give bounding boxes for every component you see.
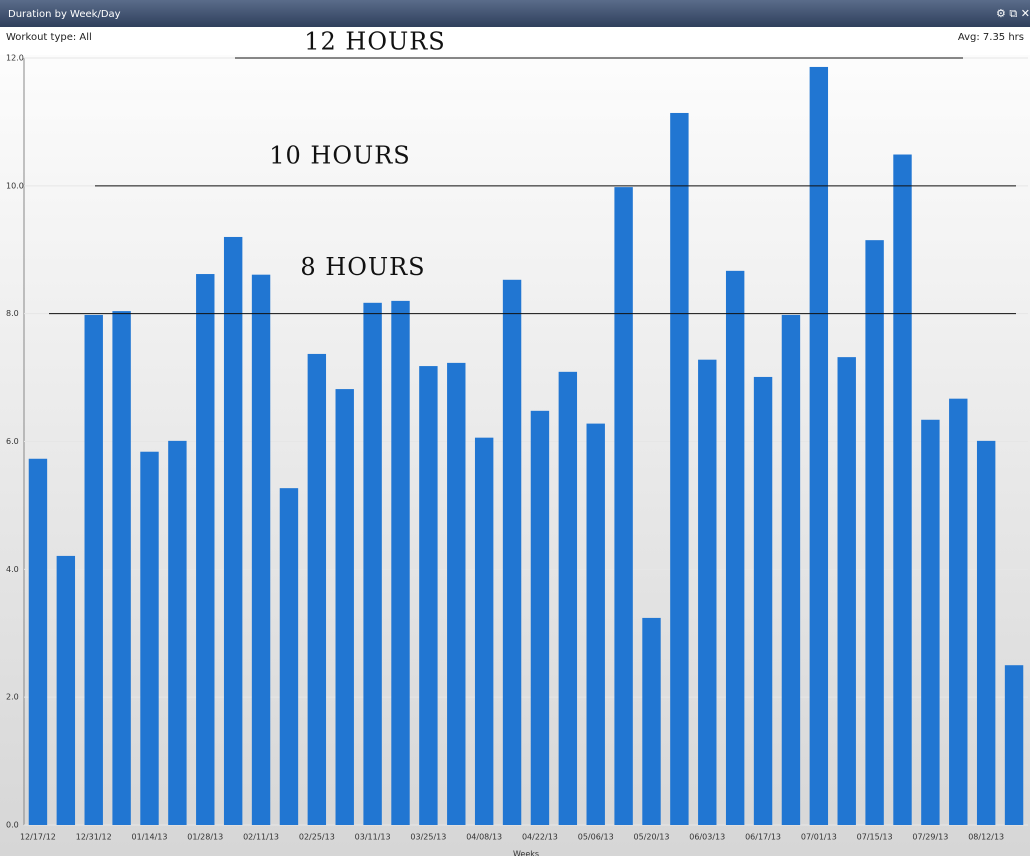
widget-title: Duration by Week/Day [8, 9, 121, 20]
reference-label: 8 HOURS [300, 253, 425, 281]
bar [502, 279, 522, 825]
y-tick-label: 6.0 [6, 437, 19, 446]
y-tick-label: 4.0 [6, 565, 19, 574]
bar [921, 419, 940, 825]
bar [837, 357, 856, 825]
filter-bar [0, 27, 1030, 55]
x-tick-label: 06/03/13 [689, 833, 725, 842]
reference-label: 12 HOURS [304, 28, 446, 56]
bar [865, 240, 884, 826]
bar [251, 274, 271, 825]
x-tick-label: 03/25/13 [410, 833, 446, 842]
average-label: Avg: 7.35 hrs [958, 32, 1024, 43]
bar [474, 437, 494, 825]
bar [307, 353, 327, 825]
x-tick-label: 07/15/13 [857, 833, 893, 842]
bar [614, 187, 633, 825]
y-tick-label: 0.0 [6, 821, 19, 830]
bar [56, 555, 76, 825]
bar [698, 359, 717, 825]
x-tick-label: 06/17/13 [745, 833, 781, 842]
bar [112, 311, 131, 825]
x-tick-label: 04/08/13 [466, 833, 502, 842]
bar [140, 451, 159, 825]
bar [976, 440, 996, 825]
bar [28, 458, 48, 825]
bar [809, 66, 829, 825]
bar [530, 410, 550, 825]
bar [419, 366, 438, 825]
bar [84, 314, 103, 825]
bar [670, 112, 689, 826]
bar [391, 300, 410, 826]
bar [558, 371, 578, 825]
bar [753, 376, 773, 825]
filter-label: Workout type: All [6, 32, 92, 43]
x-tick-label: 03/11/13 [355, 833, 391, 842]
bar [949, 398, 968, 825]
bar [447, 362, 466, 825]
x-axis-label: Weeks [513, 850, 539, 856]
x-tick-label: 01/14/13 [132, 833, 168, 842]
bar [725, 270, 745, 825]
bar [223, 236, 243, 825]
bar [335, 389, 354, 825]
x-tick-label: 01/28/13 [187, 833, 223, 842]
x-tick-label: 05/20/13 [634, 833, 670, 842]
y-tick-label: 2.0 [6, 693, 19, 702]
bar [586, 423, 605, 825]
x-tick-label: 12/31/12 [76, 833, 112, 842]
x-tick-label: 07/29/13 [912, 833, 948, 842]
bar [1004, 665, 1024, 825]
bar [642, 617, 661, 825]
reference-label: 10 HOURS [269, 141, 411, 169]
x-tick-label: 02/25/13 [299, 833, 335, 842]
bar [893, 154, 912, 825]
settings-icon[interactable]: ⚙ ⧉ ✕ [996, 7, 1030, 20]
y-tick-label: 12.0 [6, 54, 24, 63]
y-tick-label: 8.0 [6, 309, 19, 318]
x-tick-label: 02/11/13 [243, 833, 279, 842]
bar [279, 488, 299, 825]
y-tick-label: 10.0 [6, 181, 24, 190]
bar [781, 314, 801, 825]
x-tick-label: 12/17/12 [20, 833, 56, 842]
x-tick-label: 05/06/13 [578, 833, 614, 842]
x-tick-label: 08/12/13 [968, 833, 1004, 842]
x-tick-label: 07/01/13 [801, 833, 837, 842]
bar [168, 440, 187, 825]
bar [363, 302, 382, 825]
title-bar [0, 0, 1030, 27]
bar [196, 274, 215, 825]
x-tick-label: 04/22/13 [522, 833, 558, 842]
